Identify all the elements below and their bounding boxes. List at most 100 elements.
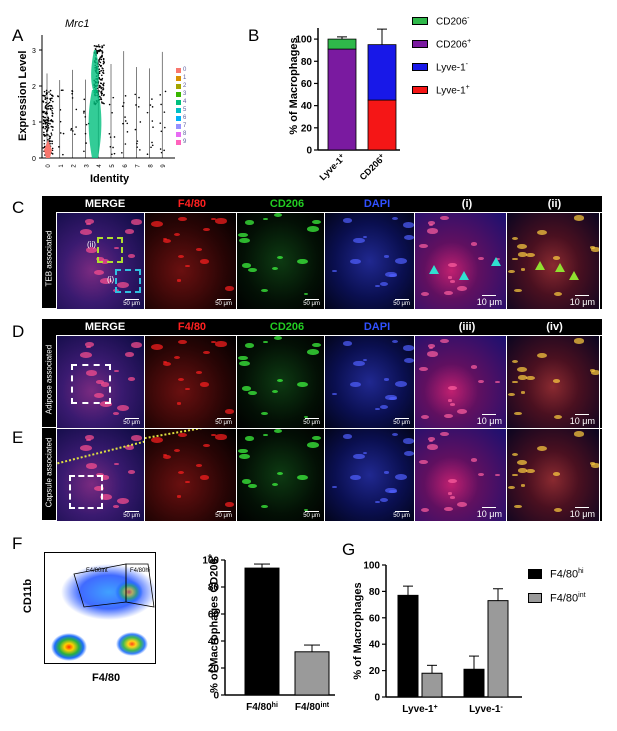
scale-bar: 10 μm — [569, 507, 595, 519]
data-point — [146, 153, 149, 156]
cell-signal — [447, 492, 453, 495]
violin-cluster-4-top — [91, 50, 99, 95]
cell-signal — [304, 292, 309, 295]
data-point — [83, 110, 85, 113]
cell-signal — [184, 387, 190, 391]
header-dapi: DAPI — [363, 321, 391, 333]
x-tick-label: 1 — [59, 164, 65, 168]
cell-signal — [276, 378, 283, 382]
data-point — [85, 142, 87, 144]
scale-bar: 50 μm — [303, 418, 320, 426]
cell-signal — [306, 226, 319, 233]
flow-cytometry-plot: F4/80int F4/80hi — [44, 552, 156, 664]
cell-signal — [591, 370, 599, 375]
data-point — [50, 140, 52, 142]
cell-signal — [178, 432, 188, 438]
violin-title: Mrc1 — [65, 18, 90, 30]
cell-signal — [508, 269, 515, 274]
cell-signal — [573, 215, 585, 221]
data-point — [62, 89, 64, 91]
cell-signal — [244, 343, 254, 348]
data-point — [75, 108, 78, 111]
cell-signal — [173, 448, 180, 452]
cell-signal — [184, 480, 190, 484]
data-point — [42, 147, 45, 149]
legend-swatch — [528, 593, 542, 603]
cell-signal — [352, 360, 365, 367]
y-tick-label: 20 — [301, 123, 313, 134]
header-merge: MERGE — [84, 198, 126, 210]
cell-signal — [520, 391, 526, 394]
cell-signal — [428, 347, 433, 350]
legend-swatch — [412, 63, 428, 71]
cell-signal — [125, 445, 134, 450]
cell-signal — [477, 380, 484, 384]
cell-signal — [297, 474, 308, 480]
cell-signal — [394, 258, 407, 265]
violin-cluster-0 — [44, 140, 52, 158]
y-tick-label: 1 — [32, 120, 36, 127]
legend-swatch — [176, 83, 181, 89]
cell-signal — [394, 474, 407, 481]
cell-signal — [130, 342, 143, 349]
cell-signal — [418, 243, 429, 249]
cell-signal — [276, 255, 283, 259]
legend-label: CD206- — [436, 15, 470, 28]
data-point — [49, 119, 52, 122]
data-point — [163, 111, 166, 113]
data-point — [43, 131, 45, 134]
cell-signal — [389, 396, 397, 401]
data-point — [51, 112, 54, 115]
cell-signal — [176, 279, 182, 282]
data-point — [50, 132, 53, 134]
legend-item: CD206- — [412, 14, 502, 37]
cell-signal — [591, 463, 599, 468]
cell-signal — [196, 463, 202, 467]
data-point — [43, 95, 46, 97]
legend-swatch — [412, 86, 428, 94]
cell-signal — [96, 257, 104, 262]
cell-signal — [428, 440, 433, 443]
cell-signal — [428, 221, 435, 225]
violin-plot: 0 1 2 3 0 1 2 3 4 5 6 7 8 9 — [32, 35, 175, 168]
scale-bar: 50 μm — [215, 418, 232, 426]
cell-signal — [127, 254, 136, 259]
tick-label: Lyve-1+ — [402, 704, 437, 716]
cell-signal — [418, 459, 429, 465]
data-point — [43, 119, 45, 121]
cell-signal — [177, 255, 185, 259]
cell-signal — [199, 381, 210, 387]
legend-swatch — [176, 139, 181, 145]
data-point — [49, 142, 51, 145]
cell-signal — [553, 415, 563, 420]
cell-signal — [263, 433, 269, 437]
cell-signal — [177, 471, 185, 475]
cell-signal — [114, 462, 119, 465]
data-point — [47, 122, 50, 125]
panel-label-e: E — [12, 428, 24, 447]
cell-signal — [350, 258, 361, 264]
data-point — [42, 100, 44, 102]
legend-swatch — [176, 115, 181, 121]
inset-label-ii: (ii) — [87, 240, 96, 249]
panel-label-a: A — [12, 26, 24, 45]
data-point — [108, 103, 111, 106]
y-tick-label: 100 — [295, 35, 312, 46]
cell-signal — [162, 237, 168, 240]
cell-signal — [495, 380, 501, 384]
cell-signal — [86, 222, 92, 226]
cell-signal — [93, 270, 104, 275]
cell-signal — [242, 263, 251, 268]
cell-signal — [100, 493, 112, 500]
data-point — [85, 123, 88, 126]
cell-signal — [508, 392, 515, 397]
data-point — [163, 149, 165, 152]
cell-signal — [176, 495, 182, 498]
cell-signal — [127, 377, 136, 382]
arrowhead-icon — [429, 265, 439, 274]
cell-signal — [150, 436, 163, 443]
data-point — [44, 98, 47, 101]
cell-signal — [211, 217, 216, 221]
cell-signal — [418, 366, 429, 372]
micrograph-panel: 50 μm — [57, 336, 145, 428]
